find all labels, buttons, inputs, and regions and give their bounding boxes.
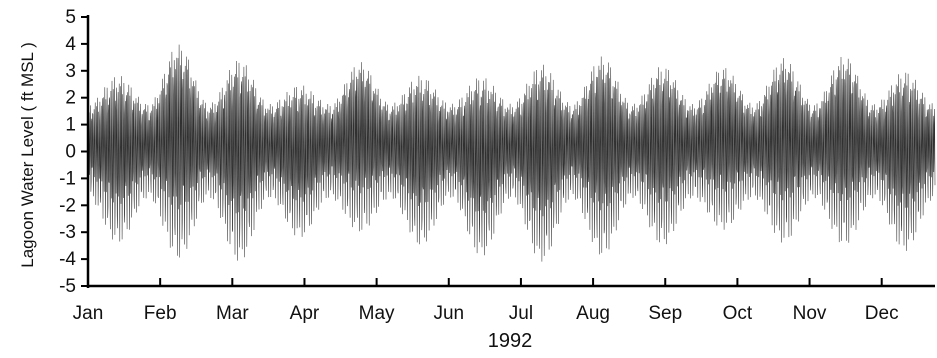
x-tick-label: Jan: [73, 303, 104, 324]
y-tick-label: -1: [59, 168, 76, 189]
y-tick-label: 2: [65, 88, 76, 109]
y-tick-label: -4: [59, 249, 76, 270]
y-tick-label: 0: [65, 142, 76, 163]
x-tick-label: Jul: [509, 303, 533, 324]
x-tick-label: Feb: [144, 303, 177, 324]
y-tick-label: -3: [59, 222, 76, 243]
water-level-series: [87, 44, 936, 262]
x-tick-label: Nov: [793, 303, 827, 324]
x-axis-title: 1992: [488, 330, 533, 352]
y-tick-label: -2: [59, 195, 76, 216]
y-axis-title: Lagoon Water Level ( ft MSL ): [18, 42, 37, 268]
x-tick-label: Dec: [865, 303, 899, 324]
axes: 5 4 3 2 1 0 -1 -2 -3 -4 -5 Jan Feb Mar Apr May Jun Jul Aug…: [59, 7, 935, 324]
x-tick-label: Apr: [290, 303, 320, 324]
x-tick-label: May: [359, 303, 395, 324]
y-tick-label: 3: [65, 61, 76, 82]
plot-area: [87, 44, 936, 262]
x-tick-label: Jun: [433, 303, 464, 324]
x-tick-label: Mar: [216, 303, 249, 324]
y-tick-label: 1: [65, 115, 76, 136]
y-tick-label: -5: [59, 276, 76, 297]
x-tick-label: Aug: [576, 303, 610, 324]
y-tick-label: 4: [65, 34, 76, 55]
x-tick-label: Sep: [648, 303, 682, 324]
y-tick-label: 5: [65, 7, 76, 28]
x-tick-label: Oct: [723, 303, 753, 324]
